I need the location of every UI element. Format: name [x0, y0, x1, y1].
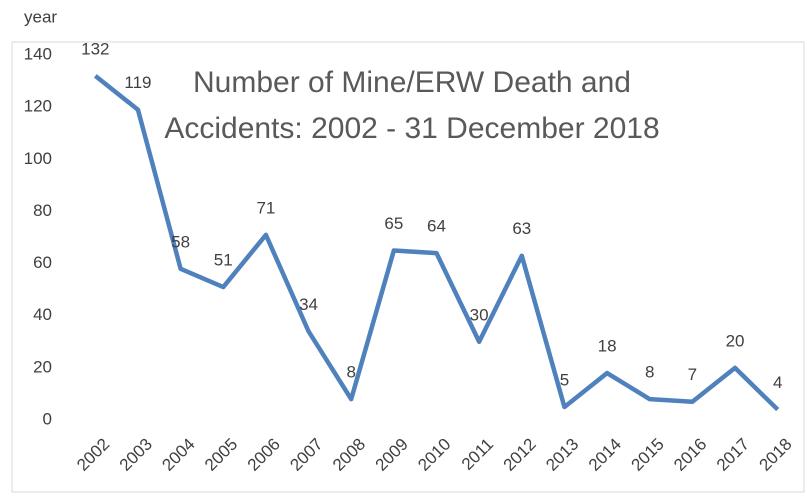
data-label: 65: [384, 214, 403, 233]
data-label: 71: [256, 198, 275, 217]
chart-title: Accidents: 2002 - 31 December 2018: [164, 112, 659, 145]
y-tick-label: 60: [33, 253, 52, 272]
chart-border: [11, 41, 805, 493]
y-tick-label: 100: [24, 149, 52, 168]
data-label: 58: [171, 232, 190, 251]
y-tick-label: 120: [24, 97, 52, 116]
data-label: 20: [726, 331, 745, 350]
line: [93, 74, 780, 412]
data-label: 51: [214, 251, 233, 270]
data-label: 5: [560, 370, 569, 389]
data-label: 8: [645, 363, 654, 382]
y-axis-label: year: [24, 7, 57, 26]
y-tick-label: 20: [33, 357, 52, 376]
data-label: 132: [81, 39, 109, 58]
y-tick-label: 40: [33, 305, 52, 324]
data-label: 18: [598, 337, 617, 356]
data-label: 8: [346, 363, 355, 382]
data-label: 4: [773, 373, 782, 392]
data-label: 34: [299, 295, 318, 314]
y-tick-label: 0: [43, 409, 52, 428]
data-label: 63: [512, 219, 531, 238]
data-label: 7: [688, 365, 697, 384]
chart-title: Number of Mine/ERW Death and: [193, 66, 631, 99]
y-tick-label: 80: [33, 201, 52, 220]
data-label: 30: [470, 305, 489, 324]
data-label: 64: [427, 217, 446, 236]
data-label: 119: [124, 73, 151, 92]
y-tick-label: 140: [24, 44, 52, 63]
